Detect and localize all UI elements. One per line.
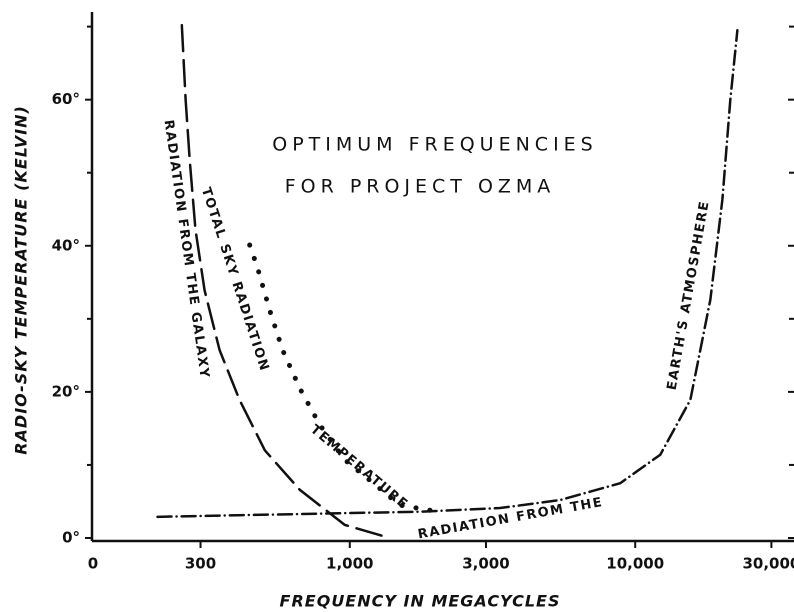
series-line: [247, 242, 433, 513]
x-tick-label: 10,000: [606, 555, 664, 573]
x-tick-label: 300: [185, 555, 216, 573]
annotation: TOTAL SKY RADIATION: [198, 186, 272, 374]
x-tick-label: 1,000: [326, 555, 373, 573]
y-tick-label: 0°: [62, 529, 80, 547]
series-line: [180, 23, 391, 540]
y-axis-label: RADIO-SKY TEMPERATURE (KELVIN): [12, 105, 31, 455]
annotation: RADIATION FROM THE: [417, 495, 605, 542]
series-line: [156, 29, 739, 519]
x-tick-label: 30,000: [742, 555, 794, 573]
chart-subtitle: FOR PROJECT OZMA: [285, 176, 556, 198]
annotation: TEMPERATURE: [307, 422, 411, 513]
x-axis-label: FREQUENCY IN MEGACYCLES: [280, 592, 561, 611]
y-tick-label: 60°: [52, 90, 80, 108]
x-tick-label: 0: [88, 555, 98, 573]
chart-title: OPTIMUM FREQUENCIES: [272, 134, 598, 156]
annotation: RADIATION FROM THE GALAXY: [161, 119, 212, 380]
y-tick-label: 40°: [52, 236, 80, 254]
y-tick-label: 20°: [52, 382, 80, 400]
x-tick-label: 3,000: [462, 555, 509, 573]
annotation: EARTH'S ATMOSPHERE: [665, 199, 713, 391]
